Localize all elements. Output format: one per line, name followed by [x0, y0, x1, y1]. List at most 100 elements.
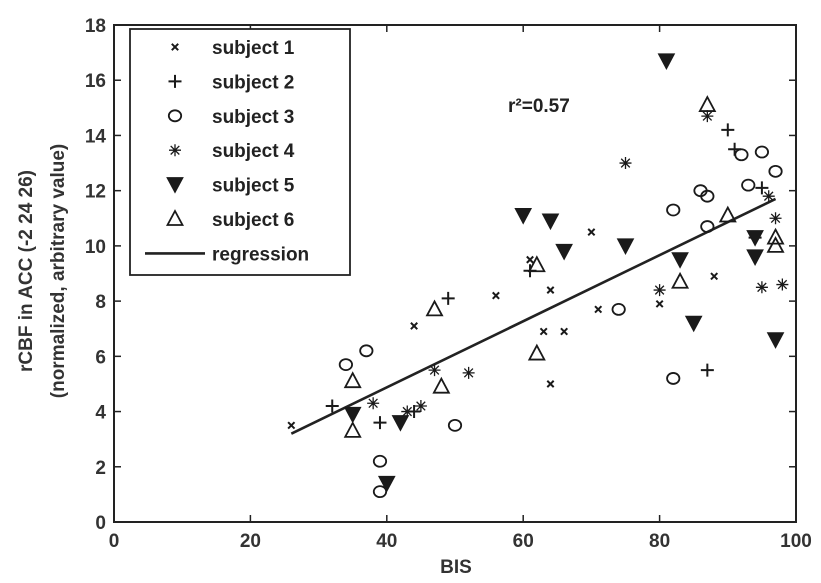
data-point	[666, 203, 681, 217]
data-point	[671, 252, 689, 269]
data-point	[766, 227, 785, 245]
data-point	[492, 291, 500, 300]
y-tick-label: 0	[95, 513, 106, 534]
y-tick-label: 10	[85, 237, 106, 258]
axes: 0 20 40 60 80 100 0 2 4 6 8 10 12 14 16 18	[85, 16, 812, 552]
legend-marker	[167, 109, 183, 123]
data-point	[710, 272, 719, 281]
series-subject-5	[343, 53, 785, 493]
data-point	[447, 418, 463, 432]
data-point	[401, 405, 414, 418]
series-subject-1	[287, 228, 719, 430]
legend-marker	[166, 177, 184, 194]
legend-marker	[165, 209, 185, 226]
data-point	[721, 123, 735, 137]
data-point	[527, 255, 546, 273]
r-squared-annotation: r²=0.57	[508, 96, 570, 117]
y-tick-label: 4	[95, 403, 106, 424]
data-point	[587, 228, 596, 236]
data-point	[539, 327, 548, 336]
data-point	[425, 299, 444, 317]
data-point	[325, 399, 339, 413]
x-axis-label: BIS	[440, 557, 472, 578]
data-point	[338, 358, 353, 372]
data-point	[701, 110, 714, 123]
data-point	[755, 281, 768, 294]
legend-entry-label: subject 3	[212, 107, 294, 128]
data-point	[560, 327, 569, 336]
x-tick-label: 60	[513, 531, 534, 552]
data-point	[700, 220, 715, 233]
data-point	[377, 475, 396, 493]
data-point	[653, 284, 666, 297]
data-point	[769, 212, 782, 225]
data-point	[343, 406, 362, 424]
data-point	[766, 235, 785, 253]
legend-box	[129, 28, 351, 276]
data-point	[657, 53, 676, 70]
data-point	[619, 157, 632, 170]
data-point	[527, 343, 546, 361]
data-point	[611, 302, 626, 316]
legend: subject 1 subject 2 subject 3 subject 4 subj…	[129, 28, 351, 276]
legend-entry-label: regression	[212, 244, 309, 265]
data-point	[718, 205, 737, 223]
y-tick-label: 6	[95, 347, 106, 368]
data-point	[776, 278, 789, 291]
x-tick-label: 0	[109, 531, 120, 552]
data-point	[684, 315, 703, 333]
y-axis-label-line1: rCBF in ACC (-2 24 26)	[16, 170, 37, 372]
legend-entry-label: subject 2	[212, 72, 294, 93]
data-point	[414, 400, 427, 413]
legend-marker	[169, 144, 181, 157]
data-point	[766, 332, 785, 349]
series-subject-4	[367, 110, 789, 418]
series-subject-6	[343, 95, 785, 438]
data-point	[526, 255, 534, 264]
data-point	[359, 344, 374, 358]
data-point	[367, 397, 380, 410]
data-point	[655, 299, 664, 308]
x-tick-label: 20	[240, 531, 261, 552]
data-point	[616, 238, 635, 255]
legend-entry-label: subject 1	[212, 38, 295, 59]
data-point	[541, 213, 560, 231]
y-tick-label: 12	[85, 182, 106, 203]
data-point	[441, 291, 455, 305]
data-point	[594, 305, 603, 314]
data-point	[432, 376, 451, 394]
data-point	[671, 271, 690, 289]
data-point	[287, 421, 296, 430]
y-tick-label: 2	[95, 458, 106, 479]
data-point	[462, 366, 475, 379]
data-point	[343, 420, 362, 438]
plot-area	[287, 53, 789, 499]
data-point	[700, 189, 715, 203]
data-point	[746, 249, 764, 266]
x-tick-label: 100	[780, 531, 812, 552]
y-tick-label: 14	[85, 126, 107, 147]
data-point	[428, 364, 441, 377]
data-point	[746, 230, 764, 247]
data-point	[734, 148, 749, 162]
legend-marker	[168, 74, 182, 88]
data-point	[372, 454, 388, 468]
legend-entry-label: subject 6	[212, 210, 294, 231]
data-point	[546, 286, 555, 294]
y-tick-label: 16	[85, 71, 106, 92]
legend-entry-label: subject 5	[212, 176, 295, 197]
legend-entry-label: subject 4	[212, 141, 295, 162]
data-point	[762, 190, 775, 203]
y-axis-label-line2: (normalized, arbitrary value)	[48, 144, 69, 398]
data-point	[741, 178, 756, 192]
data-point	[391, 415, 410, 432]
data-point	[546, 380, 555, 388]
data-point	[698, 95, 717, 112]
data-point	[373, 416, 387, 430]
data-point	[700, 363, 714, 377]
data-point	[754, 145, 770, 159]
data-point	[666, 372, 681, 385]
series-subject-3	[338, 145, 783, 499]
